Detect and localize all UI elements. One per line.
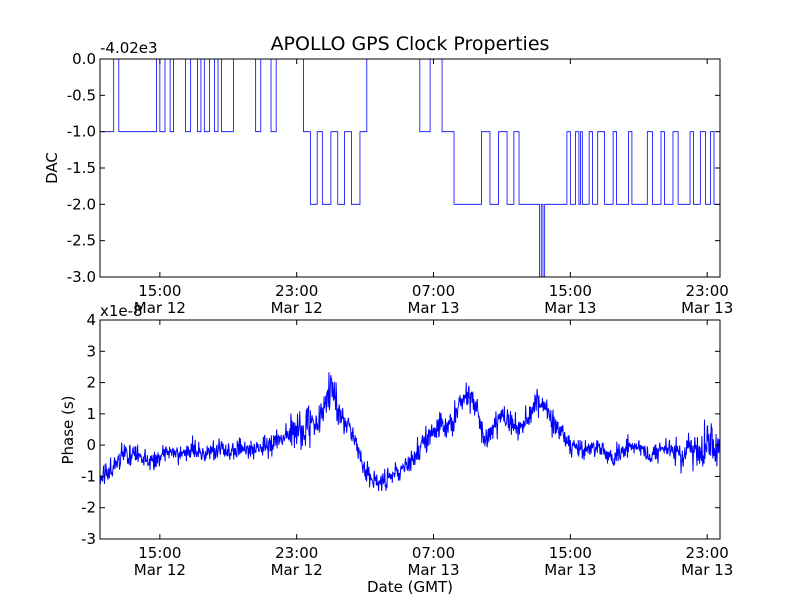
x-tick-date-label: Mar 12 — [134, 299, 186, 317]
x-tick-time-label: 23:00 — [686, 544, 729, 562]
y-tick-label: -0.5 — [67, 86, 96, 104]
x-tick-time-label: 15:00 — [138, 544, 181, 562]
chart-title: APOLLO GPS Clock Properties — [271, 33, 550, 55]
x-tick-time-label: 23:00 — [275, 282, 318, 300]
y-tick-label: -1.0 — [67, 123, 96, 141]
x-tick-date-label: Mar 13 — [407, 561, 459, 579]
x-tick-date-label: Mar 12 — [134, 561, 186, 579]
x-tick-date-label: Mar 12 — [271, 561, 323, 579]
y-tick-label: -2.5 — [67, 232, 96, 250]
x-tick-date-label: Mar 13 — [544, 299, 596, 317]
x-tick-date-label: Mar 13 — [544, 561, 596, 579]
y-tick-label: -2.0 — [67, 195, 96, 213]
x-tick-time-label: 07:00 — [412, 282, 455, 300]
y-tick-label: -1 — [81, 467, 96, 485]
dac-panel-series-line — [100, 59, 720, 277]
phase-offset-text: x1e-8 — [100, 302, 143, 320]
phase-panel-axes-frame — [99, 319, 721, 540]
x-tick-date-label: Mar 12 — [271, 299, 323, 317]
y-tick-label: -3 — [81, 530, 96, 548]
dac-panel: -4.02e3 DAC 0.0 -0.5 -1.0 -1.5 -2.0 -2.5 -3.0 1… — [43, 39, 733, 317]
x-tick-time-label: 15:00 — [138, 282, 181, 300]
y-tick-label: 4 — [86, 311, 96, 329]
y-tick-label: 2 — [86, 374, 96, 392]
x-axis-label: Date (GMT) — [367, 578, 453, 596]
x-tick-date-label: Mar 13 — [681, 561, 733, 579]
y-tick-label: 0 — [86, 436, 96, 454]
dac-offset-text: -4.02e3 — [100, 39, 158, 57]
y-tick-label: 0.0 — [72, 50, 96, 68]
x-tick-time-label: 15:00 — [549, 544, 592, 562]
y-tick-label: -3.0 — [67, 268, 96, 286]
x-tick-date-label: Mar 13 — [681, 299, 733, 317]
y-tick-label: -2 — [81, 499, 96, 517]
x-tick-time-label: 23:00 — [686, 282, 729, 300]
phase-panel: x1e-8 Phase (s) Date (GMT) 4 3 2 1 0 -1 -2 -3 15… — [59, 302, 733, 596]
phase-y-axis-label: Phase (s) — [59, 395, 77, 464]
phase-panel-series-line — [100, 372, 720, 492]
y-tick-label: -1.5 — [67, 159, 96, 177]
x-tick-time-label: 23:00 — [275, 544, 318, 562]
x-tick-date-label: Mar 13 — [407, 299, 459, 317]
x-tick-time-label: 15:00 — [549, 282, 592, 300]
dac-y-axis-label: DAC — [43, 152, 61, 184]
y-tick-label: 3 — [86, 342, 96, 360]
y-tick-label: 1 — [86, 405, 96, 423]
x-tick-time-label: 07:00 — [412, 544, 455, 562]
